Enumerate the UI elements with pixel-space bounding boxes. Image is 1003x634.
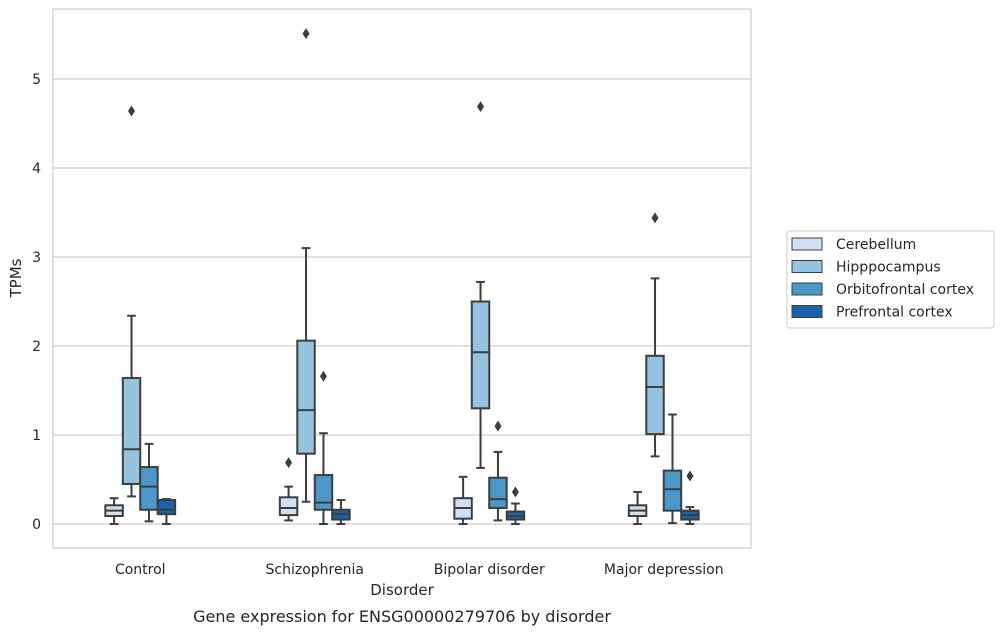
legend-swatch <box>791 260 823 273</box>
outlier-point <box>686 470 694 482</box>
box-iqr <box>488 476 508 509</box>
box-iqr <box>313 474 334 511</box>
chart-caption: Gene expression for ENSG00000279706 by d… <box>193 607 611 626</box>
legend-swatch <box>791 305 823 318</box>
legend-swatch <box>791 237 823 251</box>
box-iqr <box>278 496 299 517</box>
y-tick-label: 4 <box>32 161 41 177</box>
legend-swatch <box>791 282 823 296</box>
outlier-point <box>651 212 659 224</box>
legend-label: Prefrontal cortex <box>836 305 953 321</box>
plot-frame <box>52 8 752 549</box>
grid-lines <box>53 78 751 525</box>
outlier-point <box>285 457 293 469</box>
y-tick-label: 3 <box>32 250 41 266</box>
outlier-point <box>494 420 502 432</box>
y-tick-label: 2 <box>32 339 41 355</box>
x-tick-labels: Control Schizophrenia Bipolar disorder Majo… <box>115 562 724 578</box>
outlier-point <box>302 28 310 40</box>
outlier-point <box>128 105 136 117</box>
x-tick-label: Control <box>115 562 166 578</box>
x-tick-label: Schizophrenia <box>266 562 364 578</box>
x-axis-label: Disorder <box>370 581 434 599</box>
box-iqr <box>662 469 683 512</box>
box-plot-marks <box>104 28 700 525</box>
y-tick-label: 1 <box>32 428 41 444</box>
y-axis-label: TPMs <box>7 258 25 298</box>
box-iqr <box>470 300 491 410</box>
legend: Cerebellum Hipppocampus Orbitofrontal cort… <box>786 230 995 329</box>
x-tick-label: Major depression <box>604 562 724 578</box>
x-tick-label: Bipolar disorder <box>434 562 545 578</box>
legend-label: Cerebellum <box>836 237 916 253</box>
outlier-point <box>477 101 485 113</box>
outlier-point <box>511 486 519 498</box>
box-iqr <box>156 498 177 516</box>
y-tick-label: 5 <box>32 72 41 88</box>
outlier-point <box>319 370 327 382</box>
box-iqr <box>645 354 665 436</box>
box-iqr <box>139 466 159 511</box>
legend-label: Orbitofrontal cortex <box>836 282 974 298</box>
box-iqr <box>121 377 142 485</box>
y-tick-labels: 0 1 2 3 4 5 <box>32 72 41 533</box>
y-tick-label: 0 <box>32 517 41 533</box>
legend-label: Hipppocampus <box>836 260 941 276</box>
legend-frame <box>786 230 995 329</box>
box-iqr <box>296 339 316 455</box>
